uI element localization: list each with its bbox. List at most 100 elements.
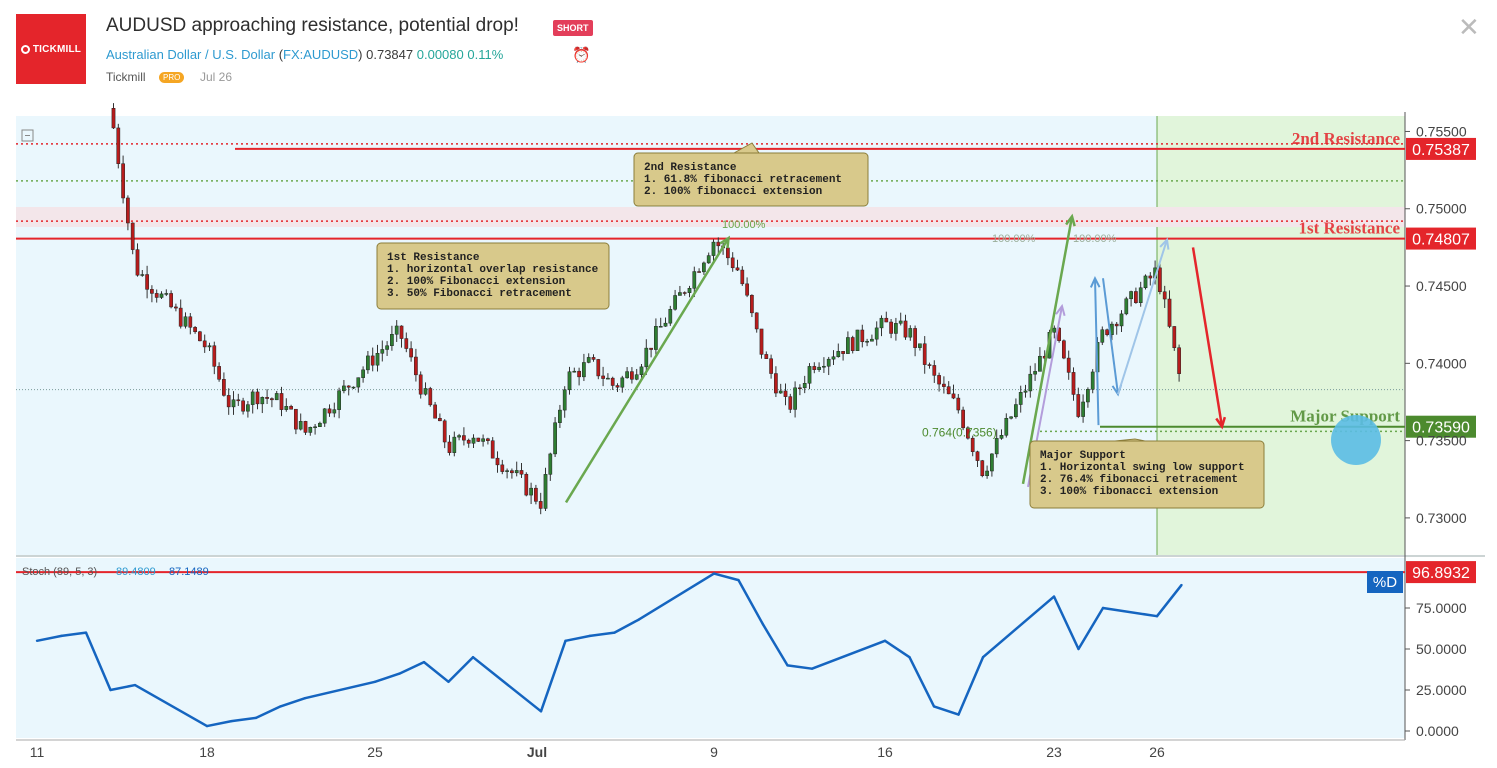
candle: [289, 404, 293, 410]
candle: [1129, 290, 1133, 307]
candle: [558, 404, 562, 428]
stoch-point: [932, 705, 936, 708]
candle-body: [553, 422, 557, 455]
collapse-toggle-icon[interactable]: [21, 129, 34, 142]
stoch-point: [786, 664, 789, 667]
candle-body: [774, 373, 778, 394]
candle-body: [183, 316, 188, 327]
stoch-point: [1052, 595, 1056, 598]
candle-body: [231, 399, 236, 408]
candle-body: [1090, 371, 1095, 390]
candle-body: [198, 331, 202, 342]
candle: [706, 252, 711, 264]
candle-body: [586, 357, 591, 363]
stoch-point: [60, 634, 63, 638]
swing-arrow-blue-1-shaft: [1094, 278, 1100, 426]
candle-body: [471, 437, 476, 444]
candle-body: [1114, 323, 1119, 327]
stoch-legend-label: Stoch (89, 5, 3): [22, 566, 97, 578]
tickmill-logo[interactable]: TICKMILL: [16, 14, 86, 84]
candle-body: [260, 397, 265, 405]
candle: [159, 291, 164, 300]
candle: [495, 451, 500, 473]
candle: [438, 413, 442, 422]
alarm-clock-icon[interactable]: ⏰: [572, 47, 591, 64]
candle: [442, 419, 447, 449]
candle: [169, 290, 173, 309]
candle: [1086, 387, 1090, 408]
candle-body: [908, 328, 913, 338]
candle-body: [332, 409, 337, 414]
candle: [284, 398, 289, 412]
candle: [260, 396, 265, 414]
candle: [543, 467, 548, 512]
idea-title: AUDUSD approaching resistance, potential…: [106, 15, 519, 36]
candle: [682, 291, 687, 296]
candle-body: [140, 274, 145, 276]
candle: [562, 386, 567, 418]
swing-arrow-purple-1-head: [1055, 303, 1066, 317]
target-circle-marker: [1331, 415, 1381, 465]
stoch-point: [447, 680, 450, 683]
candle-body: [534, 487, 538, 502]
candle-body: [1177, 347, 1181, 374]
candle: [975, 450, 980, 467]
candle-body: [193, 327, 197, 332]
candle-body: [663, 322, 668, 327]
candle: [740, 266, 745, 286]
candle: [625, 367, 629, 379]
candle-body: [495, 457, 500, 466]
stoch-point: [588, 634, 592, 638]
candle-body: [284, 406, 289, 410]
candle-body: [812, 366, 817, 370]
candle: [1143, 274, 1148, 290]
candle-body: [226, 395, 231, 408]
candle: [150, 285, 154, 303]
author-link[interactable]: Tickmill: [106, 70, 146, 84]
candle: [788, 393, 793, 414]
candle-body: [846, 337, 850, 354]
candle-body: [308, 426, 313, 433]
candle: [466, 438, 471, 448]
candle: [505, 468, 509, 479]
candle: [870, 334, 874, 342]
candle-body: [366, 355, 370, 371]
stoch-point: [398, 672, 401, 675]
candle: [500, 459, 505, 475]
candle: [322, 408, 327, 427]
fib-extension-arrow-1-head: [719, 235, 731, 249]
candle: [145, 265, 149, 299]
candle: [116, 123, 121, 169]
candle-body: [1124, 298, 1129, 315]
candle-body: [481, 438, 485, 442]
candle: [831, 350, 836, 366]
candle: [121, 155, 125, 204]
symbol-name-link[interactable]: Australian Dollar / U.S. Dollar: [106, 47, 276, 62]
callout-box: [633, 152, 869, 207]
candle-body: [294, 408, 298, 430]
symbol-code-link[interactable]: FX:AUDUSD: [283, 47, 359, 62]
candle: [476, 437, 481, 443]
level-name-label: 2nd Resistance: [1292, 129, 1401, 148]
price-tick-label: 0.75000: [1416, 201, 1467, 217]
candle-body: [903, 320, 908, 338]
stoch-tag-label: 96.8932: [1412, 565, 1470, 582]
price-tag-label: 0.75387: [1412, 142, 1470, 159]
candle: [601, 366, 605, 387]
close-icon[interactable]: ✕: [1458, 12, 1480, 42]
candle-body: [999, 435, 1004, 439]
candle-body: [236, 399, 241, 402]
candle: [1018, 385, 1023, 413]
candle-body: [529, 487, 533, 496]
candle: [874, 321, 879, 346]
candle-body: [870, 338, 874, 342]
candle-body: [817, 366, 821, 370]
candle-body: [942, 383, 946, 387]
candle-body: [1028, 373, 1033, 392]
candle-body: [150, 289, 154, 294]
candle: [908, 325, 913, 341]
candle-body: [697, 271, 701, 273]
candle-body: [807, 366, 812, 384]
callout-line: 2. 76.4% fibonacci retracement: [1040, 474, 1238, 486]
